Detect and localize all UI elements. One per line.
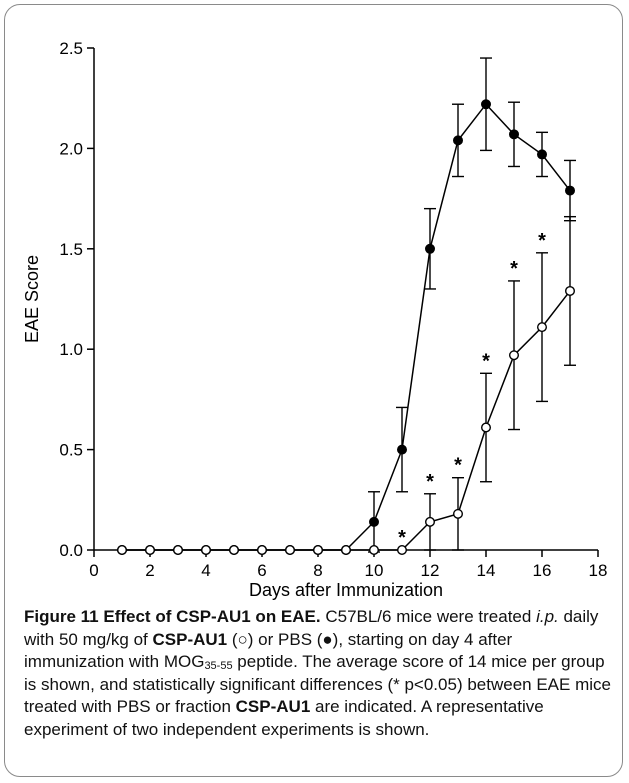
open-data-point	[200, 545, 211, 556]
filled-data-point	[509, 129, 520, 140]
series-2	[116, 215, 576, 556]
y-axis-label: EAE Score	[22, 255, 42, 343]
significance-asterisk: *	[454, 455, 462, 477]
y-tick-label: 1.5	[59, 240, 83, 259]
open-data-point	[537, 322, 548, 333]
open-data-point	[285, 545, 296, 556]
caption-mog-subscript: 35-55	[204, 660, 233, 673]
filled-data-point	[481, 99, 492, 110]
open-data-point	[397, 545, 408, 556]
caption-text-5: are indicated. A representative experime…	[24, 697, 544, 739]
figure-frame	[4, 4, 623, 777]
significance-asterisk: *	[426, 471, 434, 493]
caption-compound-2: CSP-AU1	[235, 697, 311, 717]
open-data-point	[453, 508, 464, 519]
y-tick-label: 0.5	[59, 441, 83, 460]
y-tick-label: 0.0	[59, 541, 83, 560]
caption-text-4: peptide. The average score of 14 mice pe…	[24, 652, 611, 717]
caption-figure-label: Figure 11 Effect of CSP-AU1 on EAE.	[24, 607, 321, 626]
filled-data-point	[565, 185, 576, 196]
significance-asterisk: *	[510, 258, 518, 280]
caption-text-2: daily with 50 mg/kg of	[24, 607, 599, 649]
caption-text-3: (○) or PBS (●), starting on day 4 after …	[24, 629, 513, 672]
x-tick-label: 0	[89, 561, 98, 580]
series-1	[116, 57, 576, 556]
open-data-point	[116, 545, 127, 556]
x-tick-label: 4	[201, 561, 210, 580]
x-tick-label: 14	[477, 561, 496, 580]
figure-caption: Figure 11 Effect of CSP-AU1 on EAE. C57B…	[24, 606, 614, 742]
x-tick-label: 10	[365, 561, 384, 580]
y-tick-label: 2.0	[59, 139, 83, 158]
y-tick-label: 1.0	[59, 340, 83, 359]
open-data-point	[172, 545, 183, 556]
caption-compound: CSP-AU1	[152, 629, 228, 649]
open-data-point	[144, 545, 155, 556]
open-data-point	[369, 545, 380, 556]
significance-asterisk: *	[482, 350, 490, 372]
open-data-point	[509, 350, 520, 361]
filled-data-point	[397, 444, 408, 455]
filled-data-point	[369, 516, 380, 527]
open-data-point	[341, 545, 352, 556]
caption-text-1: C57BL/6 mice were treated	[320, 607, 537, 626]
eae-score-chart: 0.0 0.5 1.0 1.5 2.0 2.5 0 2 4 6 8 10 12 14 16 18 Days af…	[22, 39, 608, 600]
significance-asterisk: *	[538, 230, 546, 252]
open-data-point	[257, 545, 268, 556]
x-tick-label: 8	[313, 561, 322, 580]
open-data-point	[313, 545, 324, 556]
significance-asterisk: *	[398, 527, 406, 549]
caption-ip: i.p.	[536, 607, 559, 626]
series-line	[122, 103, 571, 551]
x-tick-label: 12	[421, 561, 440, 580]
y-tick-label: 2.5	[59, 39, 83, 58]
filled-data-point	[425, 243, 436, 254]
open-data-point	[481, 422, 492, 433]
x-tick-label: 16	[533, 561, 552, 580]
x-tick-label: 6	[257, 561, 266, 580]
open-data-point	[565, 285, 576, 296]
open-data-point	[228, 545, 239, 556]
x-axis-label: Days after Immunization	[249, 580, 443, 600]
open-data-point	[425, 516, 436, 527]
x-tick-label: 2	[145, 561, 154, 580]
x-tick-label: 18	[589, 561, 608, 580]
filled-data-point	[453, 135, 464, 146]
filled-data-point	[537, 149, 548, 160]
series-line	[122, 290, 571, 551]
